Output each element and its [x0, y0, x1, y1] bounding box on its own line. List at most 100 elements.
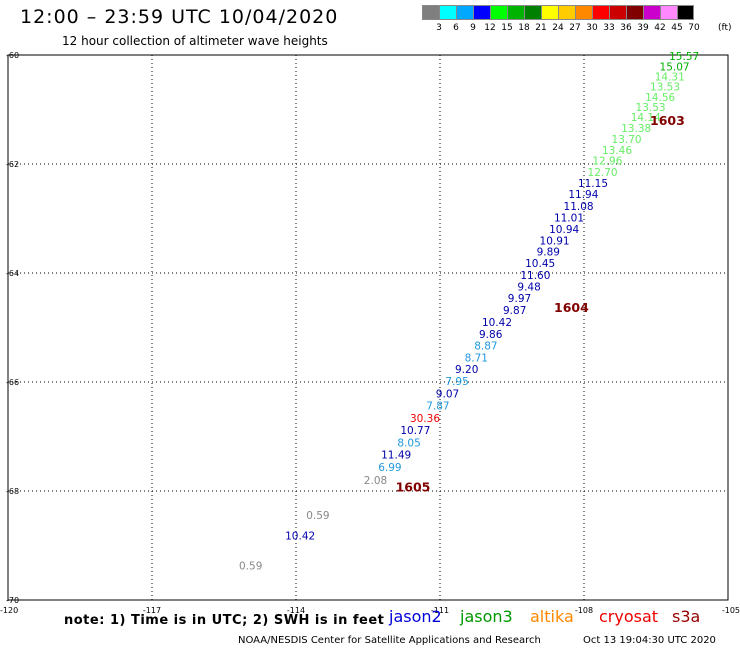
wave-height-label: 13.38: [621, 123, 651, 135]
color-swatch: [473, 5, 490, 20]
wave-height-label: 7.95: [445, 376, 468, 388]
color-swatch: [456, 5, 473, 20]
wave-height-label: 15.57: [669, 51, 699, 63]
wave-height-label: 9.07: [436, 388, 459, 400]
color-scale-unit: (ft): [718, 23, 732, 33]
color-swatch: [677, 5, 694, 20]
color-swatch: [609, 5, 626, 20]
wave-height-label: 14.56: [645, 92, 675, 104]
color-scale-label: 45: [671, 23, 683, 33]
time-label: 1603: [650, 113, 685, 128]
color-scale-label: 24: [552, 23, 564, 33]
wave-height-label: 8.71: [465, 352, 488, 364]
color-swatch: [592, 5, 609, 20]
color-scale-label: 18: [518, 23, 530, 33]
color-scale-bar: [422, 5, 694, 21]
wave-height-label: 11.08: [564, 201, 594, 213]
wave-height-label: 30.36: [410, 413, 440, 425]
wave-height-label: 13.53: [636, 102, 666, 114]
color-scale-label: 3: [436, 23, 442, 33]
color-scale-label: 9: [470, 23, 476, 33]
wave-height-label: 15.07: [660, 61, 690, 73]
tick-label-lon: -105: [722, 606, 740, 615]
wave-height-label: 9.48: [517, 282, 540, 294]
wave-height-label: 11.15: [578, 178, 608, 190]
color-swatch: [626, 5, 643, 20]
tick-label-lon: -117: [143, 606, 161, 615]
wave-height-label: 13.46: [602, 145, 632, 157]
color-swatch: [558, 5, 575, 20]
footer-note: note: 1) Time is in UTC; 2) SWH is in fe…: [64, 613, 385, 628]
tick-label-lat: -64: [6, 269, 19, 278]
wave-height-label: 0.59: [306, 510, 329, 522]
wave-height-label: 10.94: [549, 224, 579, 236]
tick-label-lon: -120: [0, 606, 18, 615]
color-scale-label: 27: [569, 23, 581, 33]
color-scale-label: 70: [688, 23, 700, 33]
wave-height-label: 11.94: [568, 189, 598, 201]
mission-label-jason3: jason3: [460, 607, 513, 626]
color-swatch: [524, 5, 541, 20]
wave-height-label: 14.31: [655, 71, 685, 83]
map-subtitle: 12 hour collection of altimeter wave hei…: [62, 34, 328, 48]
tick-label-lon: -111: [431, 606, 449, 615]
color-swatch: [439, 5, 456, 20]
wave-height-label: 10.91: [540, 235, 570, 247]
wave-height-label: 11.49: [381, 449, 411, 461]
color-swatch: [490, 5, 507, 20]
color-swatch: [541, 5, 558, 20]
wave-height-label: 9.89: [537, 247, 560, 259]
color-scale-label: 42: [654, 23, 666, 33]
color-swatch: [507, 5, 524, 20]
color-scale-label: 21: [535, 23, 547, 33]
tick-label-lat: -66: [6, 378, 19, 387]
wave-height-label: 12.96: [592, 156, 622, 168]
wave-height-label: 0.59: [239, 561, 262, 573]
color-scale-label: 36: [620, 23, 632, 33]
footer-timestamp: Oct 13 19:04:30 UTC 2020: [583, 635, 716, 646]
tick-label-lat: -68: [6, 487, 19, 496]
color-swatch: [643, 5, 660, 20]
map-title: 12:00 – 23:59 UTC 10/04/2020: [20, 6, 339, 28]
wave-height-label: 10.42: [482, 317, 512, 329]
wave-height-label: 13.53: [650, 82, 680, 94]
wave-height-label: 9.97: [508, 293, 531, 305]
color-swatch: [575, 5, 592, 20]
tick-label-lat: -70: [6, 596, 19, 605]
mission-label-jason2: jason2: [389, 607, 442, 626]
color-swatch: [422, 5, 439, 20]
wave-height-label: 12.70: [588, 167, 618, 179]
wave-height-label: 9.20: [455, 364, 478, 376]
wave-height-label: 10.42: [285, 531, 315, 543]
mission-label-cryosat: cryosat: [599, 607, 659, 626]
wave-height-label: 14.14: [631, 112, 661, 124]
color-scale-label: 30: [586, 23, 598, 33]
wave-height-label: 11.60: [520, 270, 550, 282]
color-scale-label: 39: [637, 23, 649, 33]
wave-height-label: 13.70: [612, 134, 642, 146]
time-label: 1605: [396, 480, 431, 495]
time-label: 1604: [554, 300, 589, 315]
color-scale-label: 6: [453, 23, 459, 33]
mission-label-s3a: s3a: [672, 607, 701, 626]
tick-label-lon: -108: [575, 606, 593, 615]
color-scale-label: 15: [501, 23, 513, 33]
wave-height-label: 9.86: [479, 329, 503, 341]
map-frame: [7, 54, 729, 601]
color-scale-label: 33: [603, 23, 615, 33]
tick-label-lat: -60: [6, 51, 19, 60]
wave-height-label: 6.99: [378, 462, 401, 474]
wave-height-label: 9.87: [503, 305, 526, 317]
wave-height-label: 8.05: [397, 437, 420, 449]
wave-height-label: 10.45: [525, 258, 555, 270]
mission-label-altika: altika: [530, 607, 574, 626]
wave-height-label: 2.08: [364, 475, 387, 487]
wave-height-label: 8.87: [474, 340, 497, 352]
wave-height-label: 10.77: [400, 425, 430, 437]
color-swatch: [660, 5, 677, 20]
wave-height-label: 7.87: [426, 400, 449, 412]
tick-label-lat: -62: [6, 160, 19, 169]
footer-credit: NOAA/NESDIS Center for Satellite Applica…: [238, 635, 541, 646]
wave-height-label: 11.01: [554, 212, 584, 224]
